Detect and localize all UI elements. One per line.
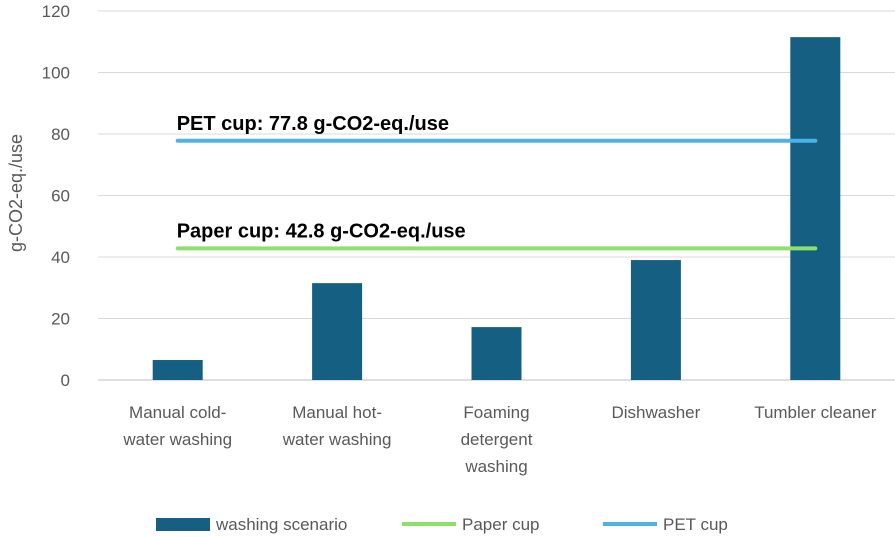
- annotations: PET cup: 77.8 g-CO2-eq./use Paper cup: 42…: [177, 113, 466, 243]
- y-tick-label-120: 120: [42, 2, 70, 21]
- bars: [152, 37, 841, 380]
- x-tick-label-4: Tumbler cleaner: [754, 403, 877, 422]
- bar-4: [790, 37, 841, 380]
- bar-2: [471, 327, 522, 380]
- y-axis-ticks: 0 20 40 60 80 100 120: [42, 2, 70, 390]
- annotation-1: Paper cup: 42.8 g-CO2-eq./use: [177, 220, 466, 242]
- y-tick-label-80: 80: [51, 125, 70, 144]
- y-tick-label-0: 0: [61, 371, 70, 390]
- reference-lines: [175, 138, 818, 251]
- legend-label-0: washing scenario: [215, 515, 347, 534]
- y-tick-label-60: 60: [51, 187, 70, 206]
- legend-label-1: Paper cup: [462, 515, 540, 534]
- y-tick-label-100: 100: [42, 64, 70, 83]
- y-tick-label-40: 40: [51, 248, 70, 267]
- legend: washing scenario Paper cup PET cup: [156, 515, 728, 534]
- gridlines: [98, 10, 895, 381]
- legend-item-0: washing scenario: [156, 515, 347, 534]
- x-tick-label-2: Foaming detergent washing: [461, 403, 533, 476]
- legend-item-2: PET cup: [603, 515, 728, 534]
- annotation-0: PET cup: 77.8 g-CO2-eq./use: [177, 113, 449, 135]
- legend-label-2: PET cup: [663, 515, 728, 534]
- x-tick-label-1: Manual hot-water washing: [282, 403, 392, 449]
- x-axis-categories: Manual cold-water washing Manual hot-wate…: [122, 403, 876, 476]
- bar-3: [630, 260, 681, 380]
- bar-1: [312, 283, 363, 380]
- legend-item-1: Paper cup: [402, 515, 540, 534]
- y-tick-label-20: 20: [51, 310, 70, 329]
- x-tick-label-3: Dishwasher: [611, 403, 700, 422]
- bar-0: [152, 360, 203, 380]
- legend-swatch-0: [156, 518, 210, 531]
- y-axis-label: g-CO2-eq./use: [6, 134, 26, 252]
- x-tick-label-0: Manual cold-water washing: [122, 403, 232, 449]
